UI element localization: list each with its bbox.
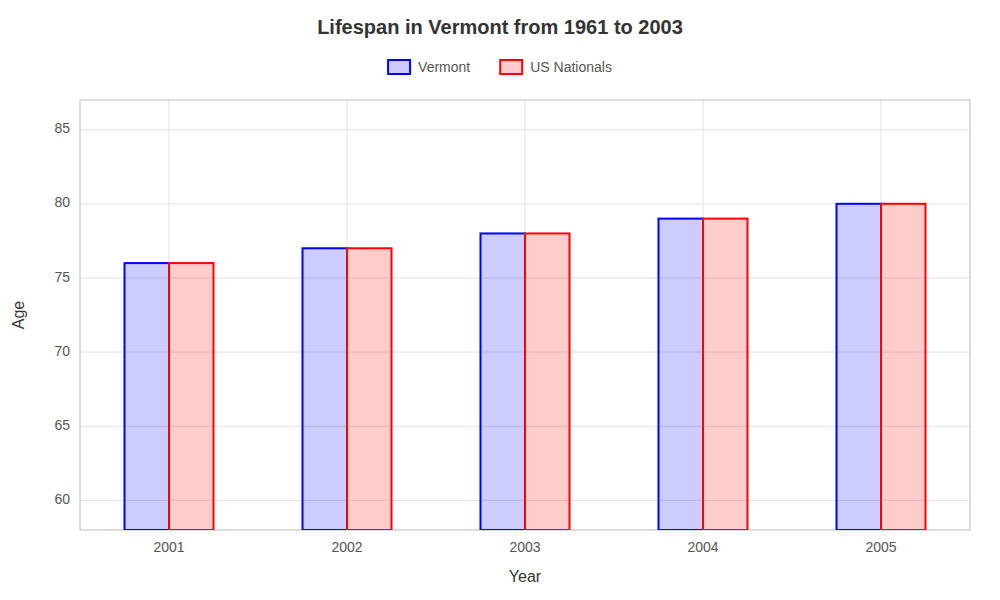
chart-container: Lifespan in Vermont from 1961 to 2003 60 6…: [0, 0, 1000, 600]
bar: [125, 263, 170, 530]
x-tick-label: 2003: [509, 539, 540, 555]
legend-swatch: [500, 60, 522, 74]
chart-title: Lifespan in Vermont from 1961 to 2003: [317, 16, 683, 38]
x-tick-label: 2005: [865, 539, 896, 555]
y-tick-label: 80: [54, 194, 70, 210]
plot-frame: [80, 100, 970, 530]
bar: [303, 248, 348, 530]
x-axis-label: Year: [509, 568, 542, 585]
y-axis-label: Age: [10, 301, 27, 330]
bar: [347, 248, 392, 530]
bar: [881, 204, 926, 530]
bar: [837, 204, 882, 530]
legend-label: Vermont: [418, 59, 470, 75]
bar: [525, 233, 570, 530]
y-tick-label: 60: [54, 491, 70, 507]
x-tick-label: 2002: [331, 539, 362, 555]
page: {"chart_data": {"type": "bar", "title": …: [0, 0, 1000, 600]
chart-svg: Lifespan in Vermont from 1961 to 2003 60 6…: [0, 0, 1000, 600]
bar: [703, 219, 748, 530]
legend-label: US Nationals: [530, 59, 612, 75]
y-tick-label: 65: [54, 417, 70, 433]
legend: Vermont US Nationals: [388, 59, 612, 75]
legend-swatch: [388, 60, 410, 74]
legend-item: US Nationals: [500, 59, 612, 75]
grid: [80, 100, 970, 530]
y-tick-label: 85: [54, 120, 70, 136]
y-tick-label: 75: [54, 269, 70, 285]
series-bars: [169, 204, 926, 530]
bar: [481, 233, 526, 530]
bars: [125, 204, 926, 530]
x-tick-label: 2001: [153, 539, 184, 555]
series-bars: [125, 204, 882, 530]
bar: [659, 219, 704, 530]
bar: [169, 263, 214, 530]
x-tick-label: 2004: [687, 539, 718, 555]
y-tick-label: 70: [54, 343, 70, 359]
legend-item: Vermont: [388, 59, 470, 75]
